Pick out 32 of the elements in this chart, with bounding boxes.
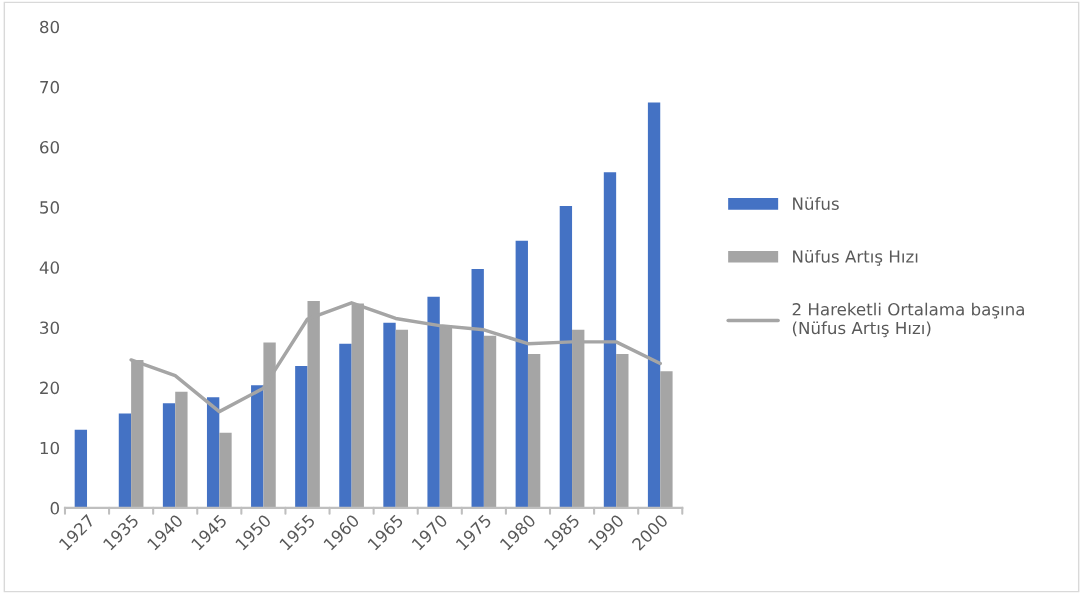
bar: [660, 371, 673, 508]
bar: [616, 353, 629, 508]
y-tick-label: 60: [40, 140, 60, 154]
bar: [175, 391, 188, 508]
y-tick-label: 50: [40, 201, 60, 214]
y-tick-label: 10: [40, 441, 60, 455]
bar: [74, 429, 88, 508]
bar: [471, 269, 484, 508]
bar: [251, 385, 264, 508]
bar: [295, 365, 308, 508]
bar: [395, 329, 409, 508]
legend-label: Nüfus: [793, 197, 839, 211]
bar: [339, 343, 352, 508]
bar: [162, 403, 176, 508]
y-tick-label: 70: [40, 80, 60, 94]
bar: [527, 353, 541, 508]
bar: [118, 413, 132, 508]
bar: [383, 322, 396, 508]
y-tick-label: 40: [39, 261, 60, 274]
bar: [219, 432, 232, 508]
bar: [427, 296, 440, 508]
y-tick-label: 80: [40, 20, 60, 34]
y-tick-label: 0: [50, 501, 60, 515]
bar: [206, 397, 220, 508]
bar: [559, 205, 573, 508]
y-tick-label: 20: [40, 381, 60, 395]
bar: [603, 172, 617, 508]
y-tick-label: 30: [40, 321, 60, 335]
bar: [647, 102, 661, 508]
legend-label: 2 Hareketli Ortalama başına (Nüfus Artış Hızı): [792, 302, 1024, 338]
legend-label: Nüfus Artış Hızı: [793, 249, 918, 266]
bar: [515, 240, 528, 508]
